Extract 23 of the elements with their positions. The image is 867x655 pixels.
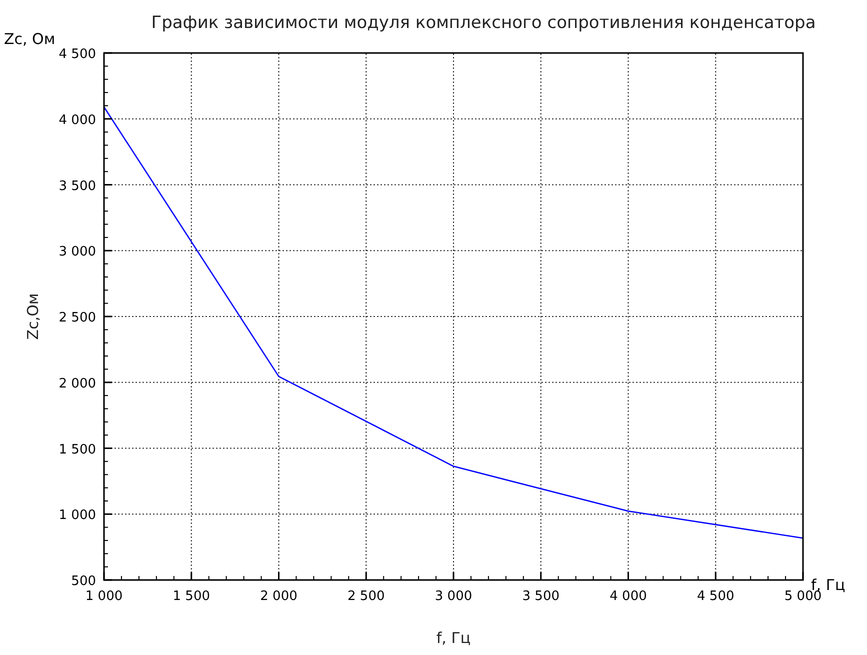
x-tick-label: 3 000 xyxy=(434,589,472,604)
y-tick-label: 3 500 xyxy=(58,178,96,194)
x-axis-title: f, Гц xyxy=(436,629,471,647)
y-tick-label: 1 000 xyxy=(58,508,96,524)
y-tick-label: 2 000 xyxy=(58,376,96,392)
text: Zc, Ом xyxy=(4,30,56,48)
x-tick-label: 4 500 xyxy=(697,589,734,604)
x-tick-label: 2 500 xyxy=(348,589,385,604)
x-tick-label: 1 500 xyxy=(172,589,210,604)
line-series xyxy=(103,106,804,539)
x-tick-label: 5 000 xyxy=(784,589,822,604)
x-tick-label: 1 000 xyxy=(85,589,123,604)
x-tick-label: 2 000 xyxy=(260,589,298,604)
y-tick-label: 500 xyxy=(71,574,96,589)
y-tick-label: 3 000 xyxy=(58,244,96,260)
x-tick-label: 3 500 xyxy=(522,589,560,604)
y-tick-label: 4 000 xyxy=(58,112,96,128)
y-tick-label: 4 500 xyxy=(58,47,96,62)
y-axis-title: Zc,Ом xyxy=(24,293,42,340)
chart-title: График зависимости модуля комплексного сопротивления конденсатора xyxy=(151,13,816,33)
y-tick-label: 1 500 xyxy=(58,442,96,458)
y-tick-label: 2 500 xyxy=(58,310,96,326)
x-tick-label: 4 000 xyxy=(610,589,647,604)
